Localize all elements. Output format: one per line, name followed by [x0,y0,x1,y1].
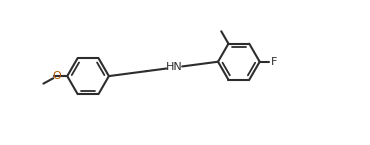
Text: F: F [271,57,278,67]
Text: O: O [52,71,61,81]
Text: HN: HN [166,62,183,72]
